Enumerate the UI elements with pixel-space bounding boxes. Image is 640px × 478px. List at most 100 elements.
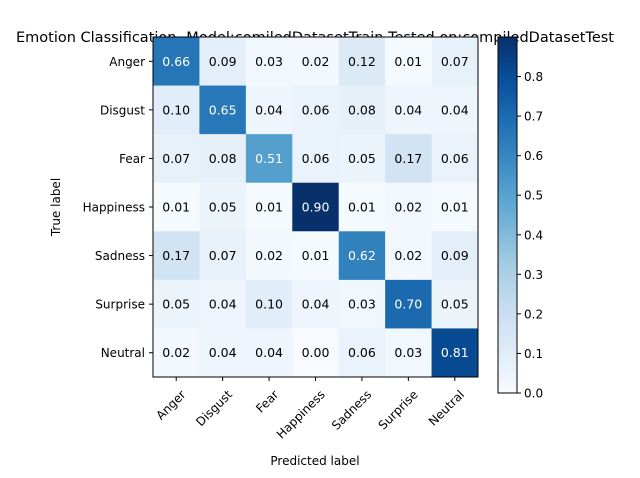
cell-value-label: 0.62 <box>348 248 376 263</box>
heatmap-cell <box>153 182 200 232</box>
cell-value-label: 0.01 <box>162 200 190 215</box>
y-tick-label: Happiness <box>83 201 145 215</box>
cell-value-label: 0.90 <box>302 200 330 215</box>
y-axis-ticks: Anger Disgust Fear Happiness Sadness Surprise… <box>83 55 153 360</box>
y-tick-label: Sadness <box>95 249 145 263</box>
colorbar-tick-label: 0.0 <box>524 387 543 401</box>
cell-value-label: 0.04 <box>255 102 283 117</box>
x-tick-label: Happiness <box>274 387 328 441</box>
heatmap-cell <box>245 328 293 378</box>
heatmap-cell <box>199 231 247 281</box>
heatmap-cell <box>385 134 433 184</box>
cell-value-label: 0.06 <box>302 102 330 117</box>
cell-value-label: 0.05 <box>162 297 190 312</box>
cell-value-label: 0.10 <box>255 297 283 312</box>
cell-value-label: 0.04 <box>255 345 283 360</box>
heatmap-cell <box>292 328 340 378</box>
cell-value-label: 0.65 <box>209 102 237 117</box>
cell-value-label: 0.02 <box>394 248 422 263</box>
heatmap-cell <box>153 328 200 378</box>
colorbar <box>497 36 518 394</box>
cell-value-label: 0.10 <box>162 102 190 117</box>
y-tick-label: Neutral <box>101 346 145 360</box>
cell-value-label: 0.03 <box>394 345 422 360</box>
cell-value-label: 0.01 <box>348 200 376 215</box>
cell-value-label: 0.02 <box>162 345 190 360</box>
x-axis-label: Predicted label <box>270 454 359 468</box>
heatmap-cell <box>292 37 340 87</box>
heatmap-cell <box>385 85 433 135</box>
cell-value-label: 0.01 <box>255 200 283 215</box>
heatmap-cell <box>245 231 293 281</box>
cell-value-label: 0.05 <box>441 297 469 312</box>
colorbar-tick-label: 0.3 <box>524 268 543 282</box>
heatmap-cell <box>199 37 247 87</box>
cell-value-label: 0.06 <box>441 151 469 166</box>
colorbar-tick-label: 0.8 <box>524 70 543 84</box>
cell-value-label: 0.81 <box>441 345 469 360</box>
cell-value-label: 0.05 <box>348 151 376 166</box>
cell-value-label: 0.04 <box>394 102 422 117</box>
heatmap-cell <box>338 85 386 135</box>
colorbar-tick-label: 0.4 <box>524 228 543 242</box>
heatmap-cell <box>431 37 479 87</box>
heatmap-cell <box>338 134 386 184</box>
heatmap-cell <box>245 85 293 135</box>
cell-value-label: 0.51 <box>255 151 283 166</box>
x-tick-label: Sadness <box>329 387 374 432</box>
cell-value-label: 0.02 <box>255 248 283 263</box>
heatmap-cell <box>338 328 386 378</box>
cell-value-label: 0.03 <box>348 297 376 312</box>
heatmap-cell <box>385 182 433 232</box>
heatmap-cell <box>385 231 433 281</box>
heatmap-cells: 0.66 0.09 0.03 0.02 0.12 0.01 0.07 0.10 0.65 0.04… <box>153 37 479 378</box>
colorbar-tick-label: 0.1 <box>524 347 543 361</box>
colorbar-tick-label: 0.6 <box>524 149 543 163</box>
cell-value-label: 0.09 <box>441 248 469 263</box>
heatmap-cell <box>199 85 247 135</box>
heatmap-cell <box>199 328 247 378</box>
cell-value-label: 0.17 <box>394 151 422 166</box>
y-tick-label: Disgust <box>100 103 145 117</box>
cell-value-label: 0.04 <box>209 345 237 360</box>
heatmap-cell <box>199 182 247 232</box>
cell-value-label: 0.07 <box>162 151 190 166</box>
heatmap-cell <box>245 182 293 232</box>
heatmap-cell <box>338 231 386 281</box>
cell-value-label: 0.04 <box>441 102 469 117</box>
cell-value-label: 0.09 <box>209 54 237 69</box>
colorbar-tick-label: 0.5 <box>524 189 543 203</box>
cell-value-label: 0.02 <box>302 54 330 69</box>
heatmap-cell <box>338 182 386 232</box>
y-tick-label: Anger <box>109 55 145 69</box>
cell-value-label: 0.01 <box>302 248 330 263</box>
y-tick-label: Fear <box>119 152 145 166</box>
heatmap-cell <box>292 134 340 184</box>
colorbar-tick-label: 0.2 <box>524 307 543 321</box>
cell-value-label: 0.17 <box>162 248 190 263</box>
heatmap-cell <box>245 279 293 329</box>
heatmap-cell <box>431 182 479 232</box>
y-axis-label: True label <box>49 178 63 237</box>
heatmap-cell <box>292 279 340 329</box>
heatmap-cell <box>153 85 200 135</box>
heatmap-cell <box>292 182 340 232</box>
heatmap-cell <box>338 37 386 87</box>
cell-value-label: 0.01 <box>441 200 469 215</box>
heatmap-cell <box>431 328 479 378</box>
heatmap-cell <box>245 37 293 87</box>
heatmap-cell <box>385 328 433 378</box>
heatmap-cell <box>385 279 433 329</box>
y-tick-label: Surprise <box>95 298 145 312</box>
x-tick-label: Disgust <box>193 387 235 429</box>
heatmap-cell <box>153 134 200 184</box>
cell-value-label: 0.05 <box>209 200 237 215</box>
x-tick-label: Surprise <box>376 387 421 432</box>
cell-value-label: 0.70 <box>394 297 422 312</box>
heatmap-cell <box>153 231 200 281</box>
heatmap-cell <box>153 37 200 87</box>
cell-value-label: 0.04 <box>209 297 237 312</box>
heatmap-cell <box>431 85 479 135</box>
